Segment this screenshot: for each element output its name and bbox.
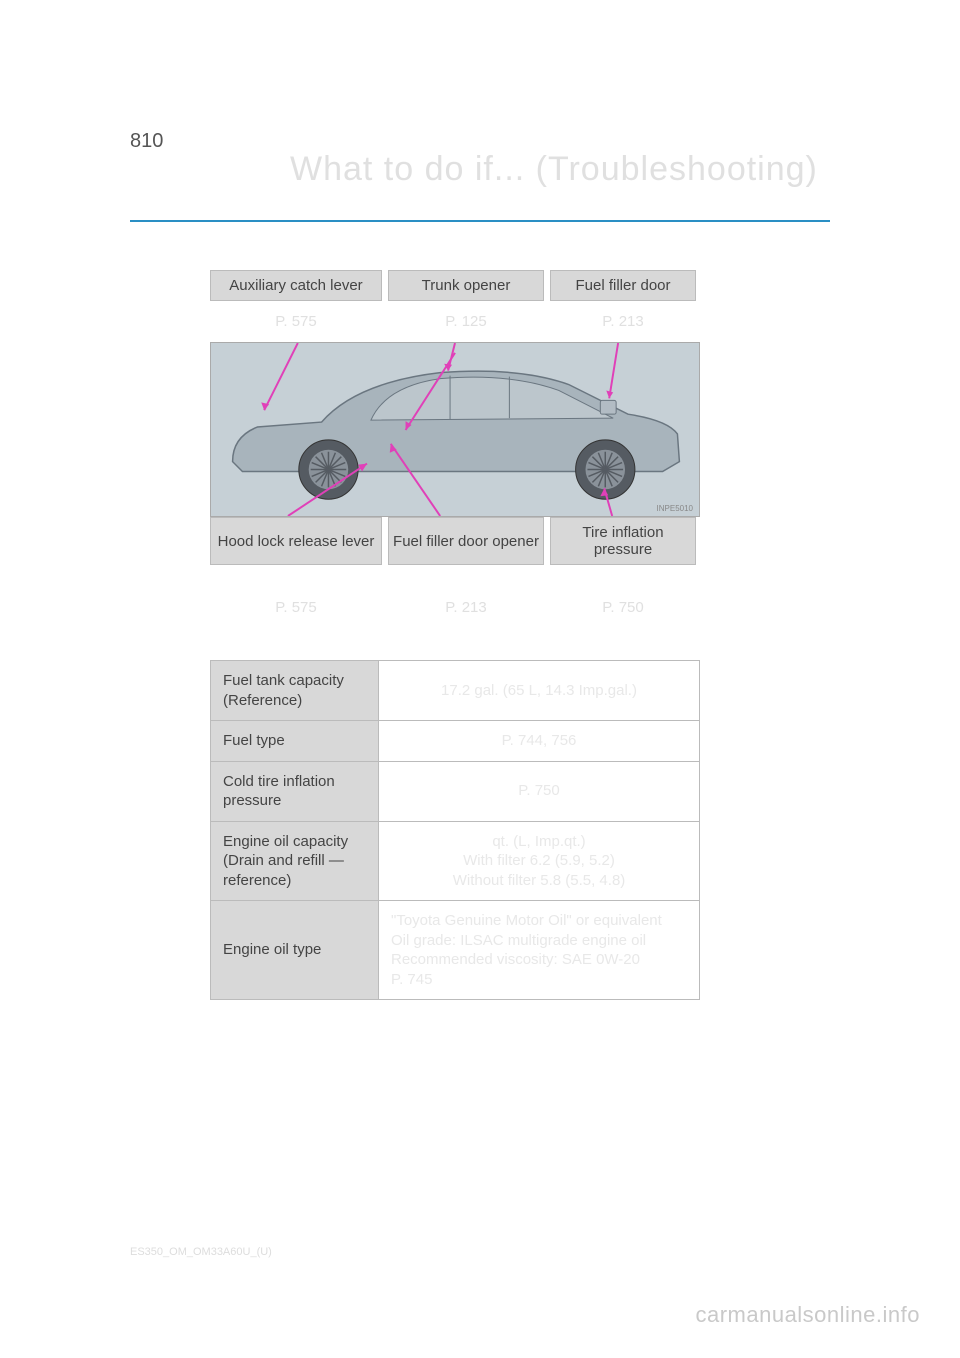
car-diagram: INPE5010	[210, 342, 700, 517]
bottom-label-row: Hood lock release lever Fuel filler door…	[210, 517, 710, 565]
table-row: Fuel tank capacity (Reference) 17.2 gal.…	[211, 661, 700, 721]
divider-line	[130, 220, 830, 222]
bottom-pageref-row: P. 575 P. 213 P. 750	[210, 595, 710, 620]
table-row: Cold tire inflation pressure P. 750	[211, 761, 700, 821]
spec-value-fuel-capacity: 17.2 gal. (65 L, 14.3 Imp.gal.)	[379, 661, 700, 721]
spec-label-oil-type: Engine oil type	[211, 901, 379, 1000]
page-number: 810	[130, 130, 163, 153]
label-hood-lock-release: Hood lock release lever	[210, 517, 382, 565]
spec-label-oil-capacity: Engine oil capacity (Drain and refill — …	[211, 821, 379, 901]
figure-code: INPE5010	[657, 504, 693, 513]
car-svg	[211, 343, 699, 516]
spec-value-tire-pressure: P. 750	[379, 761, 700, 821]
fuel-door-shape	[600, 400, 616, 414]
label-aux-catch-lever: Auxiliary catch lever	[210, 270, 382, 301]
spec-value-oil-type: "Toyota Genuine Motor Oil" or equivalent…	[379, 901, 700, 1000]
pageref-trunk: P. 125	[388, 309, 544, 334]
pageref-hood-lock: P. 575	[210, 595, 382, 620]
document-code: ES350_OM_OM33A60U_(U)	[130, 1246, 272, 1258]
top-label-row: Auxiliary catch lever Trunk opener Fuel …	[210, 270, 710, 301]
spec-label-fuel-capacity: Fuel tank capacity (Reference)	[211, 661, 379, 721]
pageref-fuel-opener: P. 213	[388, 595, 544, 620]
watermark: carmanualsonline.info	[695, 1302, 920, 1328]
pageref-fuel-door: P. 213	[550, 309, 696, 334]
top-pageref-row: P. 575 P. 125 P. 213	[210, 309, 710, 334]
spec-value-oil-capacity: qt. (L, Imp.qt.) With filter 6.2 (5.9, 5…	[379, 821, 700, 901]
rear-spokes	[587, 452, 623, 488]
label-fuel-door-opener: Fuel filler door opener	[388, 517, 544, 565]
table-row: Fuel type P. 744, 756	[211, 721, 700, 762]
spec-value-fuel-type: P. 744, 756	[379, 721, 700, 762]
pageref-aux-catch: P. 575	[210, 309, 382, 334]
spec-table: Fuel tank capacity (Reference) 17.2 gal.…	[210, 660, 700, 1000]
label-tire-pressure: Tire inflation pressure	[550, 517, 696, 565]
spec-label-fuel-type: Fuel type	[211, 721, 379, 762]
spec-label-tire-pressure: Cold tire inflation pressure	[211, 761, 379, 821]
pageref-tire: P. 750	[550, 595, 696, 620]
table-row: Engine oil type "Toyota Genuine Motor Oi…	[211, 901, 700, 1000]
label-trunk-opener: Trunk opener	[388, 270, 544, 301]
section-title: What to do if... (Troubleshooting)	[290, 150, 818, 189]
table-row: Engine oil capacity (Drain and refill — …	[211, 821, 700, 901]
label-fuel-filler-door: Fuel filler door	[550, 270, 696, 301]
